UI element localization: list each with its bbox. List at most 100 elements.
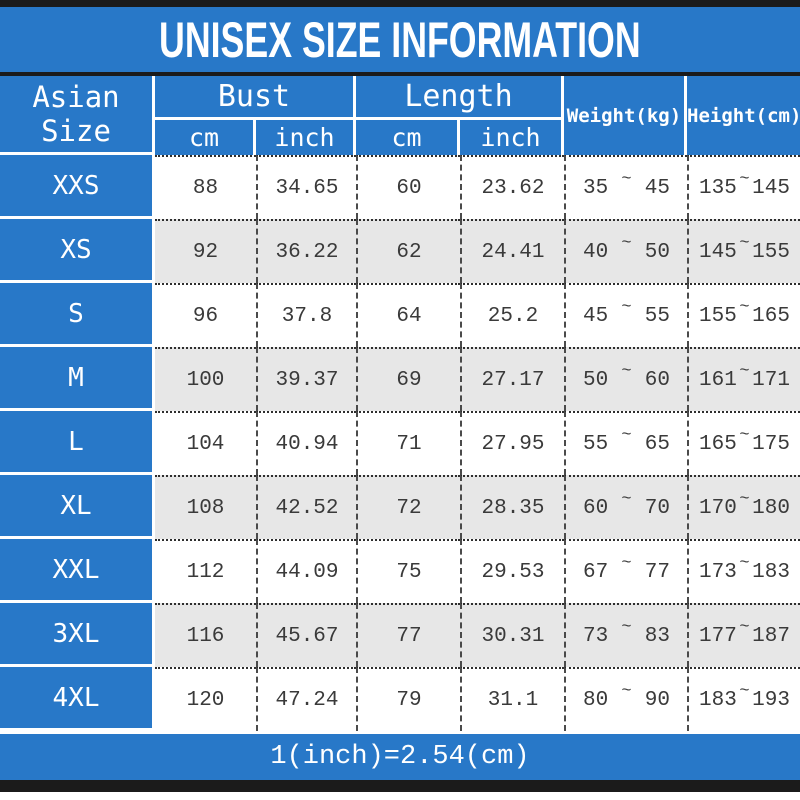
size-label: M — [0, 347, 155, 411]
table-row-m: M 100 39.37 69 27.17 50 ~60 161 ~171 — [0, 347, 800, 411]
bust-cm-value: 112 — [155, 539, 256, 603]
weight-range: 73 ~83 — [564, 603, 687, 667]
length-cm-value: 64 — [356, 283, 460, 347]
weight-max: 83 — [644, 624, 670, 648]
tilde-glyph: ~ — [621, 617, 632, 637]
length-cm-value: 60 — [356, 155, 460, 219]
table-row-xl: XL 108 42.52 72 28.35 60 ~70 170 ~180 — [0, 475, 800, 539]
col-header-bust: Bust — [155, 76, 356, 120]
size-label: S — [0, 283, 155, 347]
size-label: XS — [0, 219, 155, 283]
col-header-asian-size: Asian Size — [0, 76, 155, 155]
height-max: 180 — [752, 496, 790, 520]
conversion-note: 1(inch)=2.54(cm) — [270, 742, 530, 772]
height-max: 155 — [752, 240, 790, 264]
tilde-glyph: ~ — [621, 297, 632, 317]
table-row-xs: XS 92 36.22 62 24.41 40 ~50 145 ~155 — [0, 219, 800, 283]
bust-inch-value: 37.8 — [256, 283, 356, 347]
weight-range: 35 ~45 — [564, 155, 687, 219]
weight-max: 55 — [644, 304, 670, 328]
weight-range: 40 ~50 — [564, 219, 687, 283]
bust-cm-value: 92 — [155, 219, 256, 283]
size-label: L — [0, 411, 155, 475]
height-min: 170 — [699, 496, 737, 520]
length-cm-value: 72 — [356, 475, 460, 539]
bust-cm-value: 100 — [155, 347, 256, 411]
tilde-glyph: ~ — [739, 169, 750, 189]
height-min: 155 — [699, 304, 737, 328]
weight-max: 77 — [644, 560, 670, 584]
length-inch-value: 28.35 — [460, 475, 564, 539]
tilde-glyph: ~ — [621, 489, 632, 509]
height-range: 165 ~175 — [687, 411, 800, 475]
tilde-glyph: ~ — [739, 233, 750, 253]
weight-max: 90 — [644, 688, 670, 712]
size-label: 4XL — [0, 667, 155, 731]
bust-inch-value: 42.52 — [256, 475, 356, 539]
height-min: 145 — [699, 240, 737, 264]
length-cm-value: 62 — [356, 219, 460, 283]
tilde-glyph: ~ — [739, 361, 750, 381]
bust-cm-value: 104 — [155, 411, 256, 475]
size-label: XXS — [0, 155, 155, 219]
bust-cm-value: 108 — [155, 475, 256, 539]
table-row-l: L 104 40.94 71 27.95 55 ~65 165 ~175 — [0, 411, 800, 475]
weight-min: 67 — [583, 560, 609, 584]
table-row-xxl: XXL 112 44.09 75 29.53 67 ~77 173 ~183 — [0, 539, 800, 603]
bust-inch-value: 44.09 — [256, 539, 356, 603]
weight-min: 55 — [583, 432, 609, 456]
conversion-note-bar: 1(inch)=2.54(cm) — [0, 731, 800, 780]
height-min: 165 — [699, 432, 737, 456]
height-max: 175 — [752, 432, 790, 456]
bottom-border-bar — [0, 780, 800, 792]
tilde-glyph: ~ — [621, 361, 632, 381]
weight-range: 80 ~90 — [564, 667, 687, 731]
weight-max: 65 — [644, 432, 670, 456]
tilde-glyph: ~ — [621, 169, 632, 189]
length-inch-value: 30.31 — [460, 603, 564, 667]
col-header-bust-inch: inch — [256, 120, 356, 155]
bust-inch-value: 45.67 — [256, 603, 356, 667]
col-header-length: Length — [356, 76, 564, 120]
size-label: XL — [0, 475, 155, 539]
height-range: 145 ~155 — [687, 219, 800, 283]
table-row-3xl: 3XL 116 45.67 77 30.31 73 ~83 177 ~187 — [0, 603, 800, 667]
col-header-length-inch: inch — [460, 120, 564, 155]
weight-range: 67 ~77 — [564, 539, 687, 603]
height-max: 145 — [752, 176, 790, 200]
weight-min: 73 — [583, 624, 609, 648]
title-bar: UNISEX SIZE INFORMATION — [0, 7, 800, 76]
table-row-xxs: XXS 88 34.65 60 23.62 35 ~45 135 ~145 — [0, 155, 800, 219]
size-label: XXL — [0, 539, 155, 603]
weight-min: 45 — [583, 304, 609, 328]
tilde-glyph: ~ — [739, 297, 750, 317]
height-range: 173 ~183 — [687, 539, 800, 603]
height-range: 183 ~193 — [687, 667, 800, 731]
bust-inch-value: 34.65 — [256, 155, 356, 219]
tilde-glyph: ~ — [621, 681, 632, 701]
length-cm-value: 79 — [356, 667, 460, 731]
height-max: 187 — [752, 624, 790, 648]
length-cm-value: 77 — [356, 603, 460, 667]
height-range: 170 ~180 — [687, 475, 800, 539]
length-cm-value: 69 — [356, 347, 460, 411]
col-header-height: Height(cm) — [687, 76, 800, 155]
bust-cm-value: 96 — [155, 283, 256, 347]
size-label: 3XL — [0, 603, 155, 667]
col-header-weight: Weight(kg) — [564, 76, 687, 155]
weight-max: 50 — [644, 240, 670, 264]
weight-min: 35 — [583, 176, 609, 200]
weight-min: 40 — [583, 240, 609, 264]
weight-min: 80 — [583, 688, 609, 712]
length-cm-value: 75 — [356, 539, 460, 603]
height-max: 165 — [752, 304, 790, 328]
height-min: 183 — [699, 688, 737, 712]
tilde-glyph: ~ — [739, 681, 750, 701]
tilde-glyph: ~ — [739, 489, 750, 509]
page-title: UNISEX SIZE INFORMATION — [159, 11, 641, 68]
weight-min: 60 — [583, 496, 609, 520]
height-range: 161 ~171 — [687, 347, 800, 411]
bust-inch-value: 47.24 — [256, 667, 356, 731]
tilde-glyph: ~ — [739, 553, 750, 573]
